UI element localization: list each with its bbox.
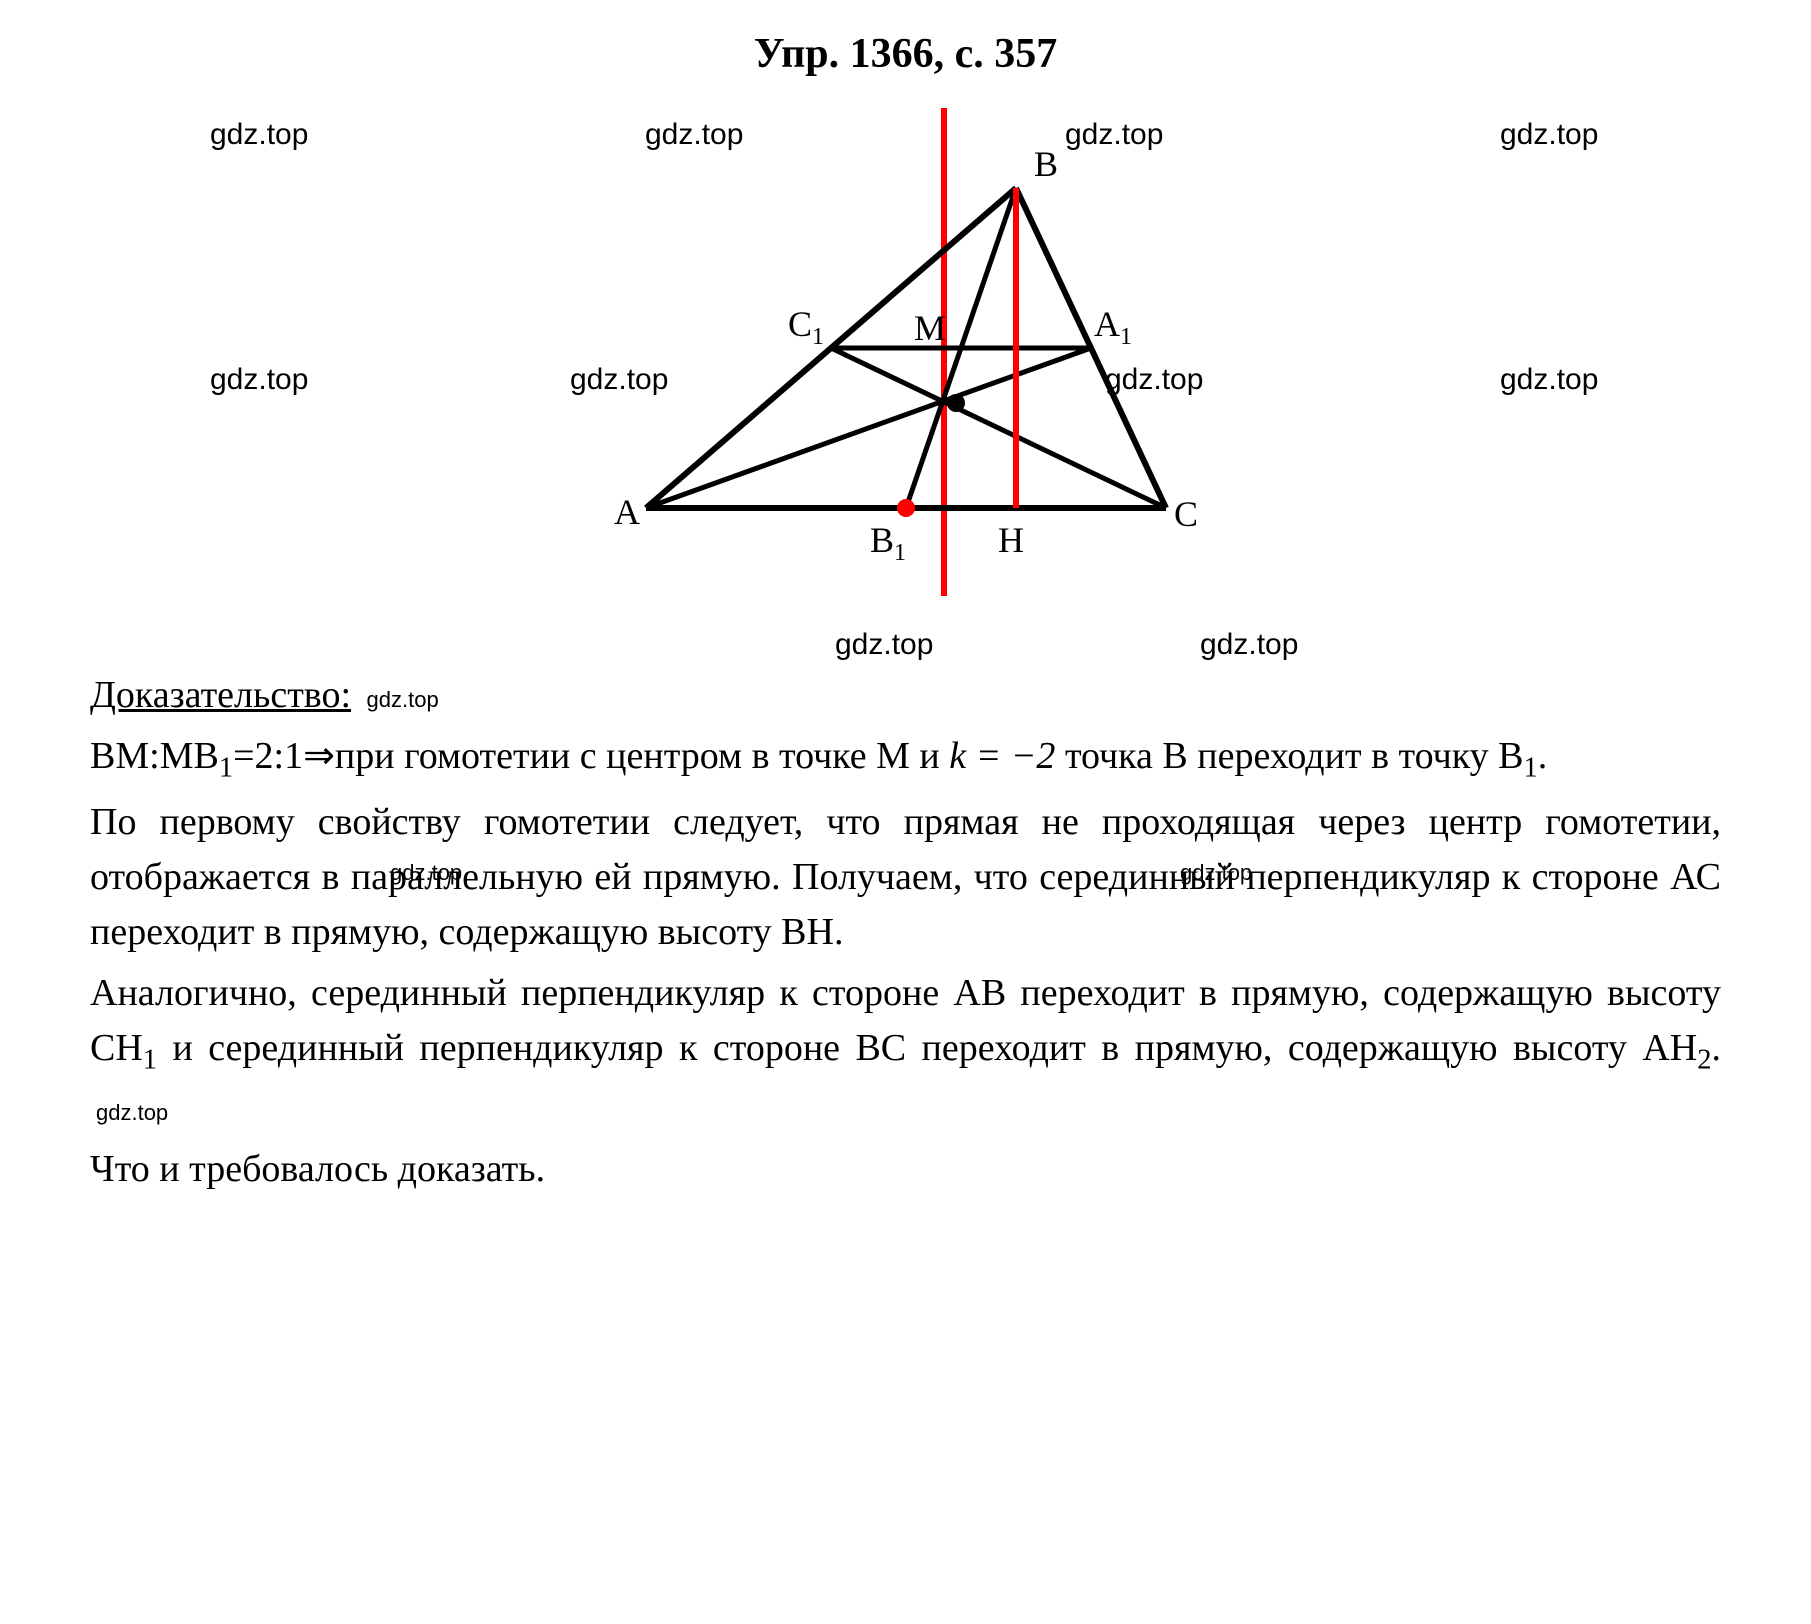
text: точка В переходит в точку В: [1055, 735, 1523, 777]
proof-heading-row: Доказательство: gdz.top: [90, 668, 1721, 723]
watermark: gdz.top: [210, 118, 308, 152]
watermark: gdz.top: [1500, 118, 1598, 152]
sub: 2: [1697, 1045, 1711, 1076]
triangle-diagram: A B C A1 C1 B1 M H: [526, 108, 1286, 628]
cevian-a-a1: [646, 348, 1091, 508]
watermark: gdz.top: [96, 1100, 168, 1125]
label-c: C: [1174, 494, 1198, 534]
proof-para-3: Аналогично, серединный перпендикуляр к с…: [90, 966, 1721, 1136]
cevian-c-c1: [831, 348, 1166, 508]
italic-k: k = −2: [949, 735, 1055, 777]
label-a1: A1: [1094, 304, 1132, 350]
label-h: H: [998, 520, 1024, 560]
text: =2:1⇒при гомотетии с центром в точке М и: [233, 735, 949, 777]
proof-line-1: BM:MB1=2:1⇒при гомотетии с центром в точ…: [90, 729, 1721, 789]
sub: 1: [219, 753, 233, 784]
label-c1: C1: [788, 304, 824, 350]
text: По первому свойству гомотетии следует, ч…: [90, 801, 1721, 953]
page-title: Упр. 1366, с. 357: [90, 30, 1721, 78]
sub: 1: [1524, 753, 1538, 784]
text: и серединный перпендикуляр к стороне ВС …: [157, 1027, 1697, 1069]
watermark: gdz.top: [1200, 628, 1298, 662]
watermark: gdz.top: [367, 687, 439, 712]
proof-para-2: По первому свойству гомотетии следует, ч…: [90, 795, 1721, 960]
text: .: [1538, 735, 1548, 777]
b1-dot: [897, 499, 915, 517]
label-a: A: [614, 492, 640, 532]
text: BM:MB: [90, 735, 219, 777]
watermark: gdz.top: [210, 363, 308, 397]
figure-area: gdz.top gdz.top gdz.top gdz.top gdz.top …: [90, 108, 1721, 668]
watermark: gdz.top: [1500, 363, 1598, 397]
label-b1: B1: [870, 520, 906, 566]
watermark: gdz.top: [835, 628, 933, 662]
sub: 1: [143, 1045, 157, 1076]
proof-heading: Доказательство:: [90, 674, 351, 716]
centroid-dot: [947, 394, 965, 412]
text: .: [1712, 1027, 1722, 1069]
proof-final: Что и требовалось доказать.: [90, 1142, 1721, 1197]
label-b: B: [1034, 144, 1058, 184]
label-m: M: [914, 308, 946, 348]
